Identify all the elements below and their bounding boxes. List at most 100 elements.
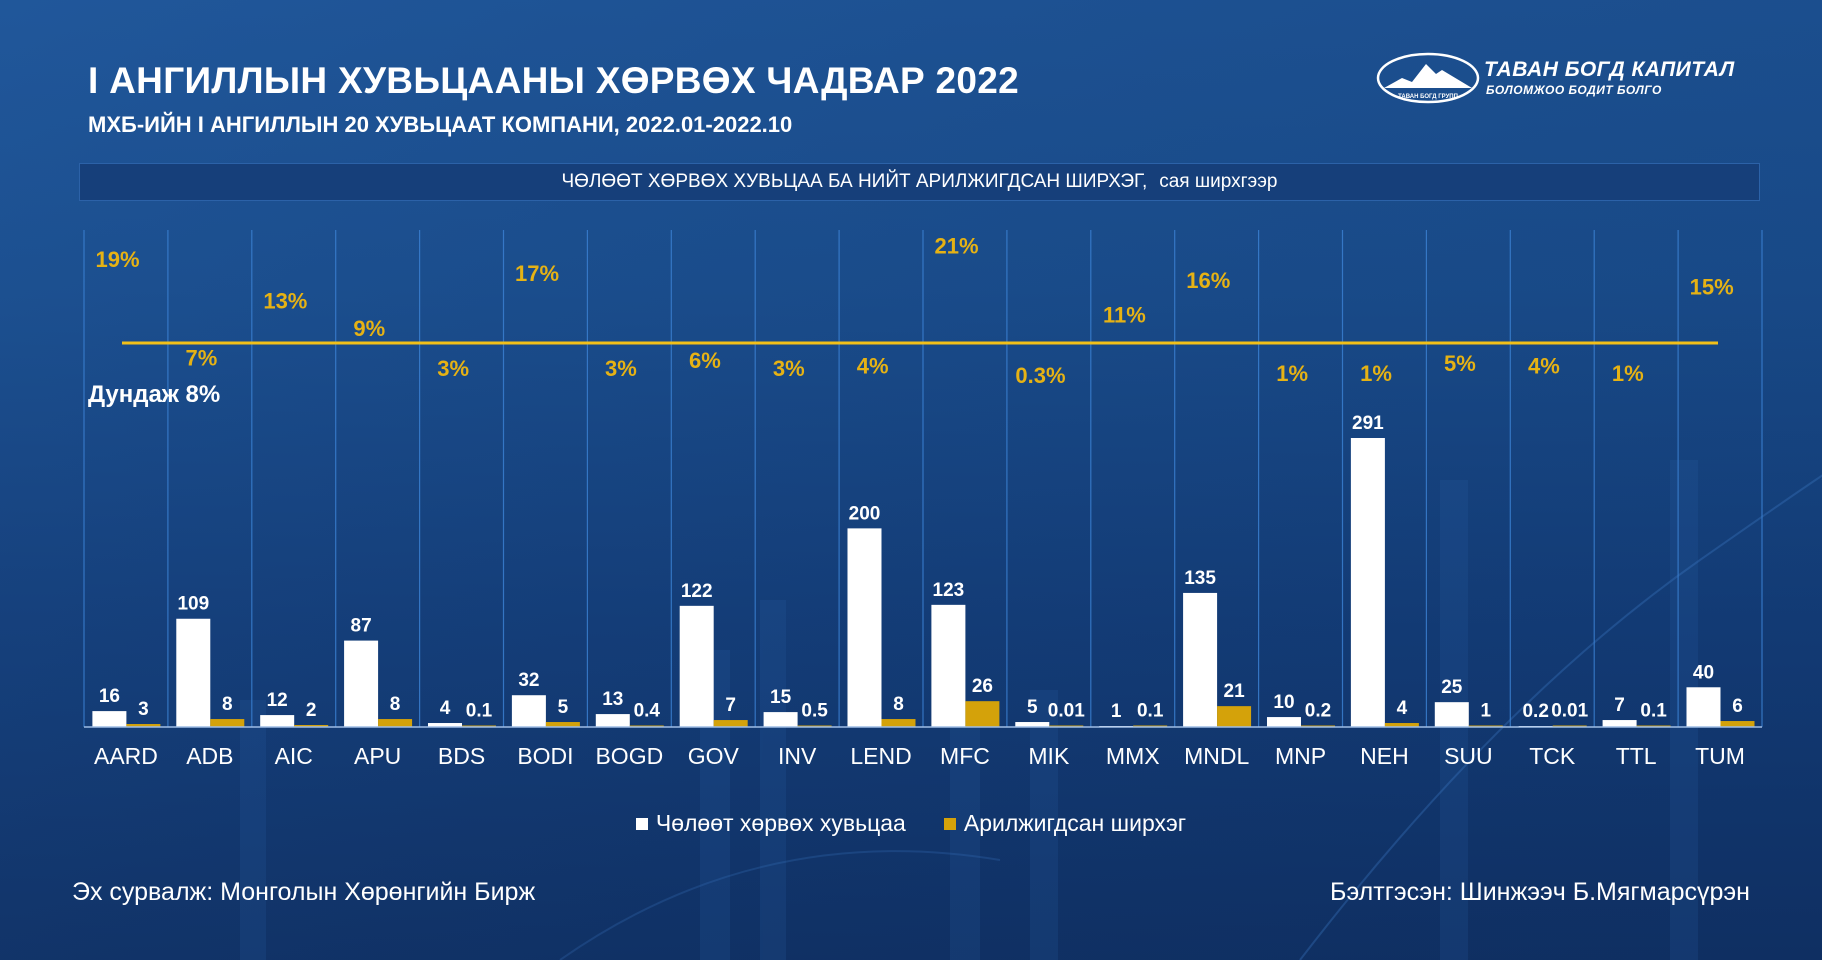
- percent-label: 6%: [689, 348, 721, 373]
- emblem-text: ТАВАН БОГД ГРУПП: [1398, 94, 1458, 100]
- percent-label: 7%: [186, 346, 218, 371]
- bar-traded: [210, 719, 245, 727]
- percent-label: 17%: [515, 261, 559, 286]
- percent-label: 0.3%: [1015, 363, 1065, 388]
- category-label: INV: [778, 743, 817, 769]
- value-label-traded: 5: [558, 697, 569, 718]
- category-label: NEH: [1360, 743, 1409, 769]
- value-label-free-float: 25: [1441, 677, 1463, 698]
- value-label-traded: 3: [138, 699, 149, 720]
- value-label-traded: 0.5: [801, 701, 828, 722]
- bar-traded: [881, 719, 916, 727]
- category-label: AIC: [275, 743, 313, 769]
- value-label-free-float: 40: [1693, 662, 1714, 683]
- category-label: TUM: [1695, 743, 1745, 769]
- value-label-free-float: 0.2: [1522, 701, 1548, 722]
- bar-free-float: [511, 695, 546, 727]
- legend-swatch-traded: [943, 817, 956, 830]
- value-label-free-float: 1: [1111, 701, 1122, 722]
- category-label: MFC: [940, 743, 990, 769]
- value-label-traded: 0.4: [634, 701, 661, 722]
- value-label-traded: 4: [1397, 698, 1408, 719]
- bar-free-float: [679, 605, 714, 727]
- bar-free-float: [847, 528, 882, 727]
- category-label: TTL: [1616, 743, 1657, 769]
- category-label: MNDL: [1184, 743, 1249, 769]
- value-label-traded: 0.01: [1048, 701, 1085, 722]
- average-label: Дундаж 8%: [88, 381, 221, 408]
- bar-traded: [713, 720, 748, 727]
- source-note: Эх сурвалж: Монголын Хөрөнгийн Бирж: [72, 878, 536, 906]
- category-label: SUU: [1444, 743, 1493, 769]
- category-label: BODI: [517, 743, 573, 769]
- bar-free-float: [1266, 717, 1301, 727]
- chart-legend: Чөлөөт хөрвөх хувьцаа Арилжигдсан ширхэг: [0, 810, 1822, 837]
- bar-traded: [545, 722, 580, 727]
- category-label: APU: [354, 743, 401, 769]
- value-label-free-float: 7: [1614, 695, 1625, 716]
- percent-labels: 19% 7% 13% 9% 3% 17% 3% 6% 3% 4% 21% 0.3% 11% 16% 1% 1%…: [96, 233, 1734, 388]
- legend-swatch-free-float: [635, 817, 648, 830]
- legend-label-free-float: Чөлөөт хөрвөх хувьцаа: [655, 810, 906, 836]
- value-label-traded: 26: [972, 676, 993, 697]
- percent-label: 11%: [1103, 302, 1146, 327]
- value-label-traded: 0.2: [1305, 701, 1331, 722]
- mountain-emblem-icon: ТАВАН БОГД ГРУПП: [1376, 52, 1480, 104]
- bar-traded: [126, 724, 161, 727]
- value-label-traded: 0.01: [1551, 701, 1588, 722]
- bar-free-float: [1434, 702, 1469, 727]
- logo-name: ТАВАН БОГД КАПИТАЛ: [1484, 58, 1735, 81]
- bar-free-float: [1015, 722, 1050, 727]
- value-label-free-float: 87: [351, 616, 372, 637]
- category-label: MIK: [1028, 743, 1070, 769]
- legend-label-traded: Арилжигдсан ширхэг: [963, 810, 1187, 836]
- percent-label: 5%: [1444, 351, 1476, 376]
- value-label-traded: 0.1: [466, 701, 493, 722]
- logo-tagline: БОЛОМЖОО БОДИТ БОЛГО: [1486, 83, 1662, 97]
- bar-free-float: [260, 715, 295, 727]
- bars: [92, 438, 1755, 727]
- value-label-traded: 0.1: [1137, 701, 1164, 722]
- percent-label: 3%: [773, 356, 805, 381]
- percent-label: 3%: [605, 356, 637, 381]
- category-labels: AARD ADB AIC APU BDS BODI BOGD GOV INV LEND MFC MIK…: [94, 743, 1745, 769]
- category-label: AARD: [94, 743, 158, 769]
- value-label-free-float: 32: [518, 670, 539, 691]
- banner-text: ЧӨЛӨӨТ ХӨРВӨХ ХУВЬЦАА БА НИЙТ АРИЛЖИГДСА…: [561, 171, 1148, 192]
- value-label-free-float: 200: [849, 503, 881, 524]
- category-label: BOGD: [595, 743, 663, 769]
- bar-free-float: [1602, 720, 1637, 727]
- value-label-free-float: 12: [267, 690, 288, 711]
- value-label-traded: 21: [1224, 681, 1246, 702]
- value-label-free-float: 4: [440, 698, 451, 719]
- value-label-traded: 7: [725, 695, 736, 716]
- percent-label: 1%: [1612, 361, 1644, 386]
- bar-free-float: [931, 604, 966, 727]
- bar-traded: [378, 719, 413, 727]
- percent-label: 4%: [857, 353, 889, 378]
- percent-label: 3%: [437, 356, 469, 381]
- bar-traded: [1217, 706, 1252, 727]
- category-label: BDS: [438, 743, 485, 769]
- value-label-traded: 8: [222, 694, 233, 715]
- percent-label: 9%: [353, 316, 385, 341]
- category-label: MNP: [1275, 743, 1326, 769]
- category-label: ADB: [186, 743, 233, 769]
- value-label-traded: 0.1: [1640, 701, 1667, 722]
- bar-free-float: [1350, 438, 1385, 727]
- value-label-free-float: 10: [1273, 692, 1294, 713]
- bar-free-float: [344, 640, 379, 727]
- bar-free-float: [763, 712, 798, 727]
- percent-label: 13%: [263, 289, 307, 314]
- value-label-free-float: 291: [1352, 413, 1384, 434]
- banner-unit: сая ширхгээр: [1159, 171, 1278, 192]
- company-logo: ТАВАН БОГД ГРУПП ТАВАН БОГД КАПИТАЛ БОЛО…: [1376, 52, 1746, 108]
- value-label-free-float: 123: [933, 580, 965, 601]
- value-label-free-float: 16: [99, 686, 120, 707]
- legend-item-traded: Арилжигдсан ширхэг: [943, 810, 1187, 837]
- value-label-traded: 6: [1732, 696, 1743, 717]
- value-label-traded: 1: [1481, 701, 1492, 722]
- percent-label: 1%: [1360, 361, 1392, 386]
- value-label-traded: 8: [893, 694, 904, 715]
